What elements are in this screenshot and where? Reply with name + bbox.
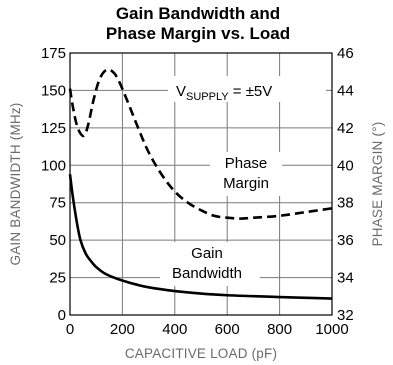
y-right-tick-label: 46 xyxy=(337,45,354,62)
x-tick-label: 600 xyxy=(215,321,240,338)
y-right-tick-label: 32 xyxy=(337,307,354,324)
y-left-tick-label: 100 xyxy=(41,157,66,174)
chart-title-line-1: Gain Bandwidth and xyxy=(116,4,280,23)
plot-frame xyxy=(69,52,333,316)
y-right-tick-label: 38 xyxy=(337,195,354,212)
y-axis-label-left: GAIN BANDWIDTH (MHz) xyxy=(8,103,23,266)
tick-labels: 0 200 400 600 800 1000 0 25 50 75 100 125 150 175 32 34… xyxy=(41,45,354,338)
supply-label-bg xyxy=(168,76,326,102)
y-axis-label-right: PHASE MARGIN (°) xyxy=(370,122,385,247)
x-tick-label: 0 xyxy=(66,321,74,338)
y-right-tick-label: 40 xyxy=(337,157,354,174)
x-tick-label: 800 xyxy=(267,321,292,338)
y-right-tick-label: 36 xyxy=(337,232,354,249)
x-tick-label: 1000 xyxy=(315,321,348,338)
annotations: VSUPPLY = ±5V Phase Margin Gain Bandwidth xyxy=(160,76,326,286)
x-tick-label: 200 xyxy=(110,321,135,338)
x-tick-label: 400 xyxy=(162,321,187,338)
y-left-tick-label: 50 xyxy=(49,232,66,249)
y-right-tick-label: 34 xyxy=(337,270,354,287)
y-right-tick-label: 42 xyxy=(337,120,354,137)
y-right-tick-label: 44 xyxy=(337,82,354,99)
series-layer xyxy=(68,68,333,300)
y-left-tick-label: 25 xyxy=(49,270,66,287)
y-left-tick-label: 125 xyxy=(41,120,66,137)
phase-margin-label-bg xyxy=(210,152,282,196)
phase-margin-line xyxy=(68,68,333,220)
gain-bandwidth-label-bg xyxy=(160,242,260,286)
gain-bandwidth-label: Bandwidth xyxy=(172,265,242,282)
y-left-tick-label: 150 xyxy=(41,82,66,99)
y-left-tick-label: 75 xyxy=(49,195,66,212)
y-left-tick-label: 175 xyxy=(41,45,66,62)
y-left-tick-label: 0 xyxy=(58,307,66,324)
gain-bandwidth-line xyxy=(68,174,333,300)
phase-margin-label: Phase xyxy=(225,155,268,172)
supply-annotation: VSUPPLY = ±5V xyxy=(176,83,272,103)
phase-margin-label: Margin xyxy=(223,175,269,192)
gain-bandwidth-label: Gain xyxy=(191,245,223,262)
chart-title-line-2: Phase Margin vs. Load xyxy=(106,24,290,43)
x-axis-label: CAPACITIVE LOAD (pF) xyxy=(125,346,277,361)
